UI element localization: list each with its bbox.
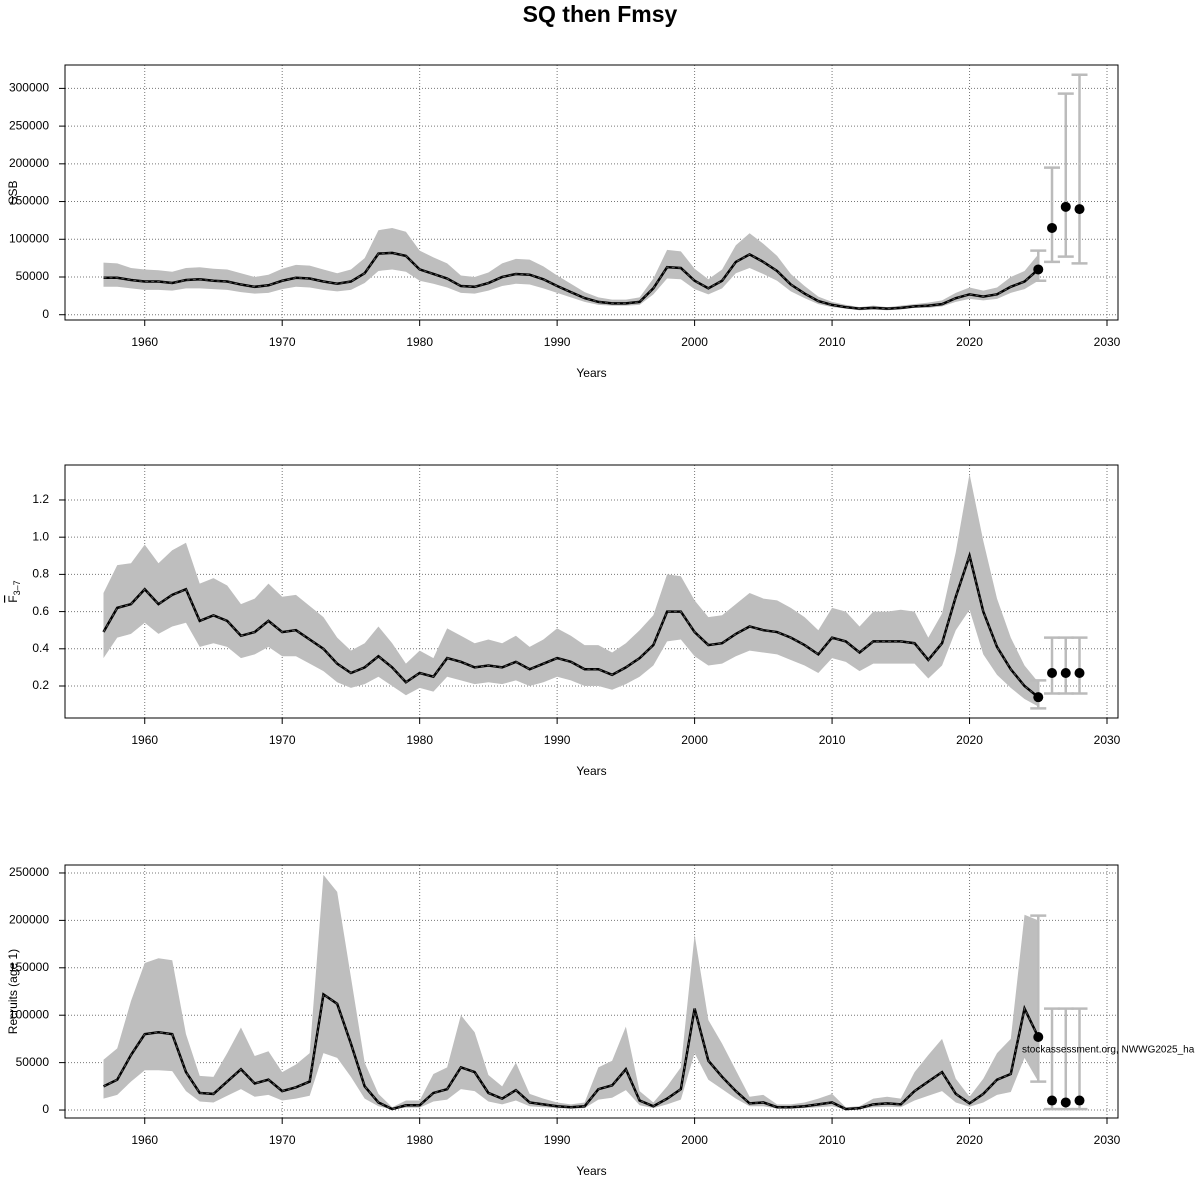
y-tick-label: 50000 [16, 269, 50, 283]
data-layer [102, 473, 1040, 707]
y-tick-label: 200000 [9, 156, 49, 170]
y-tick-label: 0 [42, 1102, 49, 1116]
x-tick-label: 1970 [269, 1133, 296, 1147]
x-tick-label: 1990 [544, 1133, 571, 1147]
confidence-band [103, 874, 1039, 1110]
y-tick-label: 150000 [9, 960, 49, 974]
estimate-line-dash [103, 993, 1039, 1110]
forecast-point [1074, 667, 1085, 678]
plot-frame [64, 864, 1119, 1119]
y-tick-label: 1.0 [32, 529, 49, 543]
y-tick-label: 250000 [9, 118, 49, 132]
y-axis-label-main: F [6, 595, 20, 602]
y-axis-label: SSB [6, 180, 20, 204]
data-layer [103, 227, 1040, 311]
x-tick-label: 2000 [681, 733, 708, 747]
forecast-point [1033, 692, 1044, 703]
x-tick-label: 1980 [406, 335, 433, 349]
y-axis-label: Recruits (age 1) [6, 949, 20, 1034]
estimate-line-dash [103, 252, 1039, 310]
x-tick-label: 1970 [269, 733, 296, 747]
y-tick-label: 100000 [9, 1007, 49, 1021]
y-tick-label: 100000 [9, 231, 49, 245]
x-tick-label: 2000 [681, 335, 708, 349]
x-tick-label: 2010 [819, 1133, 846, 1147]
y-tick-label: 200000 [9, 913, 49, 927]
x-tick-label: 1960 [131, 733, 158, 747]
y-tick-label: 150000 [9, 194, 49, 208]
plot-frame [64, 464, 1119, 719]
x-tick-label: 2030 [1094, 1133, 1121, 1147]
y-tick-label: 300000 [9, 81, 49, 95]
x-tick-label: 1990 [544, 335, 571, 349]
x-axis-label: Years [576, 366, 606, 380]
y-axis-label-sub: 3–7 [12, 580, 22, 595]
x-tick-label: 2010 [819, 733, 846, 747]
y-tick-label: 0.4 [32, 641, 49, 655]
x-tick-label: 2020 [956, 1133, 983, 1147]
confidence-band [103, 473, 1039, 707]
x-tick-label: 1990 [544, 733, 571, 747]
y-tick-label: 50000 [16, 1055, 50, 1069]
x-axis-label: Years [576, 1164, 606, 1178]
data-layer [102, 874, 1040, 1111]
x-tick-label: 2010 [819, 335, 846, 349]
y-tick-label: 250000 [9, 865, 49, 879]
x-tick-label: 2020 [956, 335, 983, 349]
y-tick-label: 0.2 [32, 678, 49, 692]
forecast-point [1033, 1032, 1044, 1043]
forecast-point [1047, 667, 1058, 678]
forecast-point [1060, 1097, 1071, 1108]
x-tick-label: 2030 [1094, 335, 1121, 349]
forecast-point [1047, 222, 1058, 233]
chart-title: SQ then Fmsy [523, 1, 678, 27]
forecast-point [1060, 667, 1071, 678]
y-tick-label: 1.2 [32, 492, 49, 506]
x-tick-label: 1980 [406, 1133, 433, 1147]
panel: 1960 1970 1980 1990 2000 2010 2020 2030 0 50000 10… [6, 864, 1195, 1178]
x-axis-label: Years [576, 764, 606, 778]
forecast-point [1047, 1095, 1058, 1106]
x-tick-label: 1960 [131, 335, 158, 349]
x-tick-label: 1980 [406, 733, 433, 747]
y-tick-label: 0.6 [32, 604, 49, 618]
forecast-point [1074, 1095, 1085, 1106]
y-axis-label-main: SSB [6, 180, 20, 204]
estimate-line-dash [103, 553, 1039, 698]
x-tick-label: 2030 [1094, 733, 1121, 747]
y-tick-label: 0.8 [32, 567, 49, 581]
y-tick-label: 0 [42, 307, 49, 321]
y-axis-label: F3–7 [6, 580, 22, 602]
x-tick-label: 2000 [681, 1133, 708, 1147]
x-tick-label: 1960 [131, 1133, 158, 1147]
forecast-point [1060, 201, 1071, 212]
forecast-point [1074, 204, 1085, 215]
x-tick-label: 1970 [269, 335, 296, 349]
annotation: stockassessment.org, NWWG2025_ha [1022, 1045, 1195, 1056]
forecast-point [1033, 264, 1044, 275]
y-axis-label-main: Recruits (age 1) [6, 949, 20, 1034]
x-tick-label: 2020 [956, 733, 983, 747]
panel: 1960 1970 1980 1990 2000 2010 2020 2030 0 50000 10… [6, 64, 1121, 380]
confidence-band [103, 227, 1039, 311]
panel: 1960 1970 1980 1990 2000 2010 2020 2030 0.2 0.4 0.… [6, 464, 1121, 778]
plot-frame [64, 64, 1119, 321]
